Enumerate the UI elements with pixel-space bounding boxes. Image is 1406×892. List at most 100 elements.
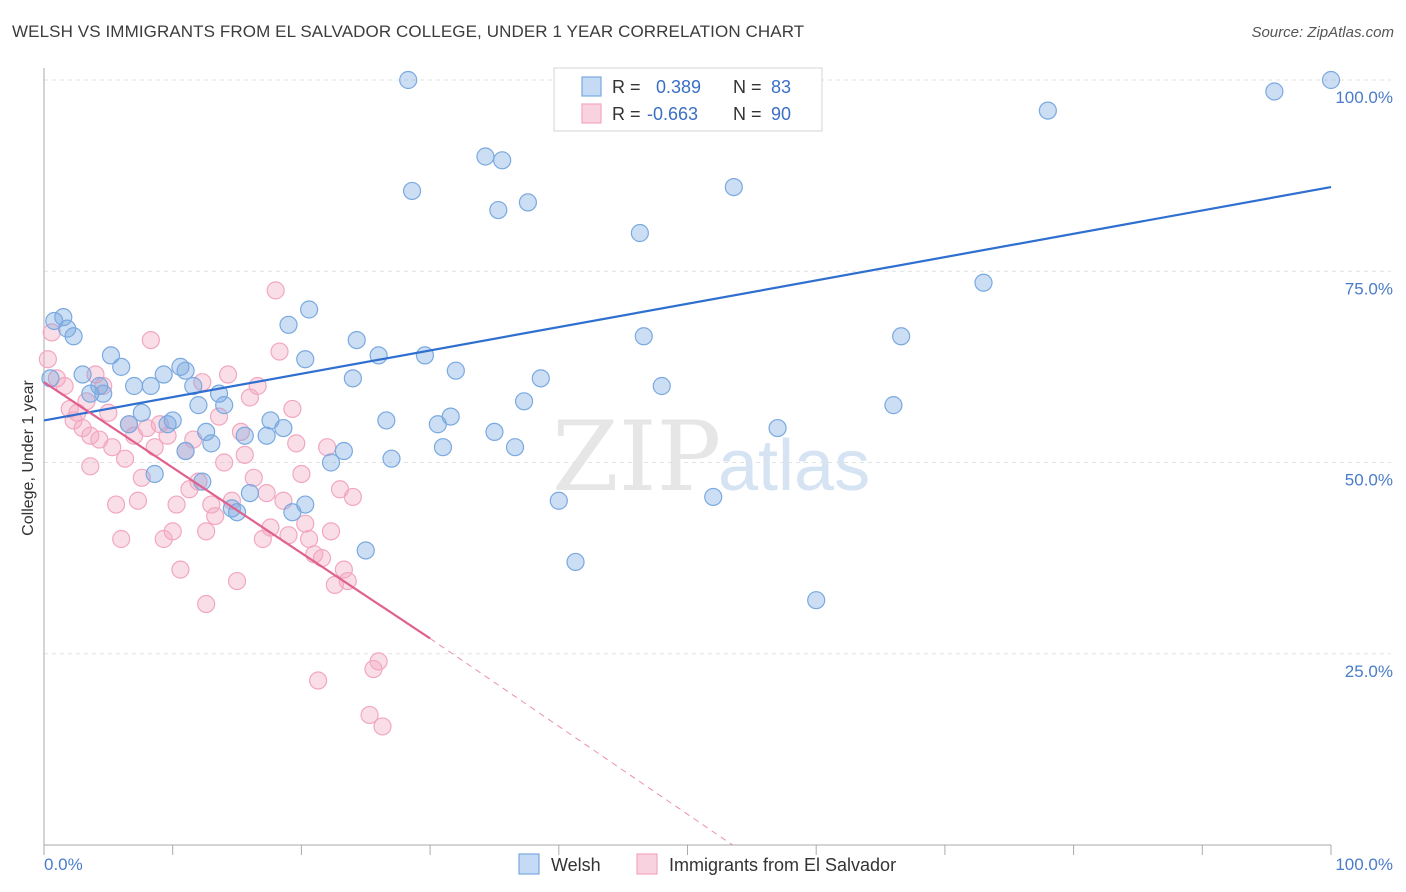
welsh-point-12 bbox=[124, 376, 144, 396]
salvador-point-54 bbox=[266, 281, 285, 300]
welsh-point-45 bbox=[356, 541, 375, 560]
welsh-point-9 bbox=[101, 346, 121, 365]
welsh-point-53 bbox=[433, 438, 453, 457]
welsh-swatch bbox=[581, 76, 602, 97]
correlation-legend: R = 0.389 N = 83 R = -0.663 N = 90 bbox=[553, 67, 823, 132]
welsh-point-82 bbox=[1321, 70, 1341, 90]
chart-title: WELSH VS IMMIGRANTS FROM EL SALVADOR COL… bbox=[12, 22, 805, 41]
watermark-atlas: atlas bbox=[718, 426, 870, 506]
welsh-point-54 bbox=[441, 407, 460, 426]
welsh-point-15 bbox=[145, 464, 164, 484]
salvador-point-31 bbox=[171, 560, 190, 579]
watermark: ZIP atlas bbox=[552, 401, 870, 513]
x-tick-label-1: 100.0% bbox=[1335, 855, 1393, 874]
welsh-r-value: 0.389 bbox=[656, 77, 701, 97]
salvador-r-value: -0.663 bbox=[647, 104, 698, 124]
salvador-point-55 bbox=[270, 342, 289, 361]
salvador-point-24 bbox=[141, 331, 160, 350]
welsh-point-80 bbox=[1038, 101, 1057, 120]
welsh-point-43 bbox=[343, 369, 362, 388]
salvador-point-39 bbox=[202, 495, 221, 514]
welsh-point-49 bbox=[399, 70, 418, 90]
welsh-point-70 bbox=[630, 223, 649, 243]
salvador-point-16 bbox=[106, 495, 126, 514]
welsh-point-73 bbox=[704, 487, 723, 507]
salvador-point-72 bbox=[343, 487, 362, 507]
series-immigrants-from-el-salvador bbox=[38, 281, 392, 736]
salvador-point-52 bbox=[257, 484, 276, 503]
welsh-point-47 bbox=[377, 411, 396, 430]
welsh-point-78 bbox=[892, 327, 911, 346]
salvador-point-0 bbox=[38, 350, 57, 369]
y-tick-label-3: 100.0% bbox=[1335, 88, 1393, 107]
y-tick-labels: 25.0% 50.0% 75.0% 100.0% bbox=[1335, 88, 1393, 681]
welsh-point-48 bbox=[382, 449, 401, 468]
legend-salvador-swatch bbox=[636, 853, 658, 875]
salvador-point-58 bbox=[283, 399, 302, 419]
salvador-point-61 bbox=[296, 514, 315, 533]
salvador-point-66 bbox=[318, 438, 337, 457]
welsh-point-11 bbox=[119, 415, 139, 434]
welsh-point-0 bbox=[41, 369, 60, 388]
salvador-point-62 bbox=[300, 529, 319, 549]
salvador-point-9 bbox=[81, 426, 100, 445]
series-legend: Welsh Immigrants from El Salvador bbox=[518, 853, 896, 875]
salvador-swatch bbox=[581, 103, 602, 124]
y-axis-title: College, Under 1 year bbox=[20, 380, 37, 536]
salvador-point-60 bbox=[292, 464, 311, 484]
salvador-point-18 bbox=[115, 449, 135, 468]
salvador-trend-line bbox=[43, 381, 431, 640]
welsh-point-56 bbox=[476, 147, 495, 166]
welsh-n-label: N = bbox=[733, 77, 762, 97]
salvador-point-35 bbox=[189, 472, 208, 491]
welsh-point-2 bbox=[54, 308, 73, 327]
welsh-point-76 bbox=[807, 591, 826, 610]
salvador-point-40 bbox=[206, 506, 225, 526]
salvador-point-76 bbox=[373, 717, 392, 736]
welsh-point-4 bbox=[64, 327, 83, 346]
welsh-point-23 bbox=[189, 396, 208, 415]
salvador-point-15 bbox=[103, 438, 122, 457]
welsh-point-33 bbox=[257, 426, 276, 445]
welsh-point-36 bbox=[279, 315, 298, 334]
salvador-r-label: R = bbox=[612, 104, 641, 124]
welsh-point-81 bbox=[1265, 82, 1284, 101]
salvador-point-38 bbox=[197, 594, 216, 614]
salvador-point-7 bbox=[73, 418, 92, 438]
welsh-point-74 bbox=[724, 178, 743, 197]
welsh-point-20 bbox=[176, 361, 195, 380]
welsh-point-18 bbox=[163, 411, 182, 430]
welsh-point-28 bbox=[215, 396, 234, 415]
welsh-point-8 bbox=[94, 384, 113, 403]
salvador-point-75 bbox=[369, 652, 388, 671]
salvador-point-59 bbox=[287, 434, 306, 453]
salvador-point-73 bbox=[360, 705, 379, 725]
salvador-point-41 bbox=[209, 407, 229, 426]
welsh-point-26 bbox=[202, 434, 221, 453]
welsh-point-59 bbox=[493, 151, 512, 170]
welsh-point-75 bbox=[768, 418, 787, 438]
welsh-point-21 bbox=[176, 441, 195, 461]
gridlines bbox=[44, 79, 1391, 655]
salvador-point-70 bbox=[334, 560, 353, 579]
welsh-n-value: 83 bbox=[771, 77, 791, 97]
salvador-point-21 bbox=[128, 491, 148, 510]
welsh-point-61 bbox=[514, 392, 534, 411]
salvador-point-42 bbox=[215, 453, 234, 472]
x-tick-labels: 0.0% 100.0% bbox=[44, 855, 1393, 874]
welsh-point-64 bbox=[549, 491, 568, 510]
salvador-point-43 bbox=[218, 365, 238, 384]
welsh-point-62 bbox=[518, 193, 538, 212]
salvador-point-65 bbox=[312, 549, 332, 568]
welsh-point-35 bbox=[274, 418, 293, 438]
salvador-n-value: 90 bbox=[771, 104, 791, 124]
welsh-point-42 bbox=[334, 441, 353, 461]
legend-welsh-label: Welsh bbox=[551, 855, 601, 875]
welsh-point-14 bbox=[141, 376, 160, 396]
salvador-n-label: N = bbox=[733, 104, 762, 124]
welsh-trend-line bbox=[43, 186, 1332, 422]
welsh-point-25 bbox=[197, 422, 216, 441]
series-welsh bbox=[41, 70, 1341, 610]
salvador-point-45 bbox=[227, 571, 247, 591]
welsh-point-77 bbox=[884, 396, 903, 415]
